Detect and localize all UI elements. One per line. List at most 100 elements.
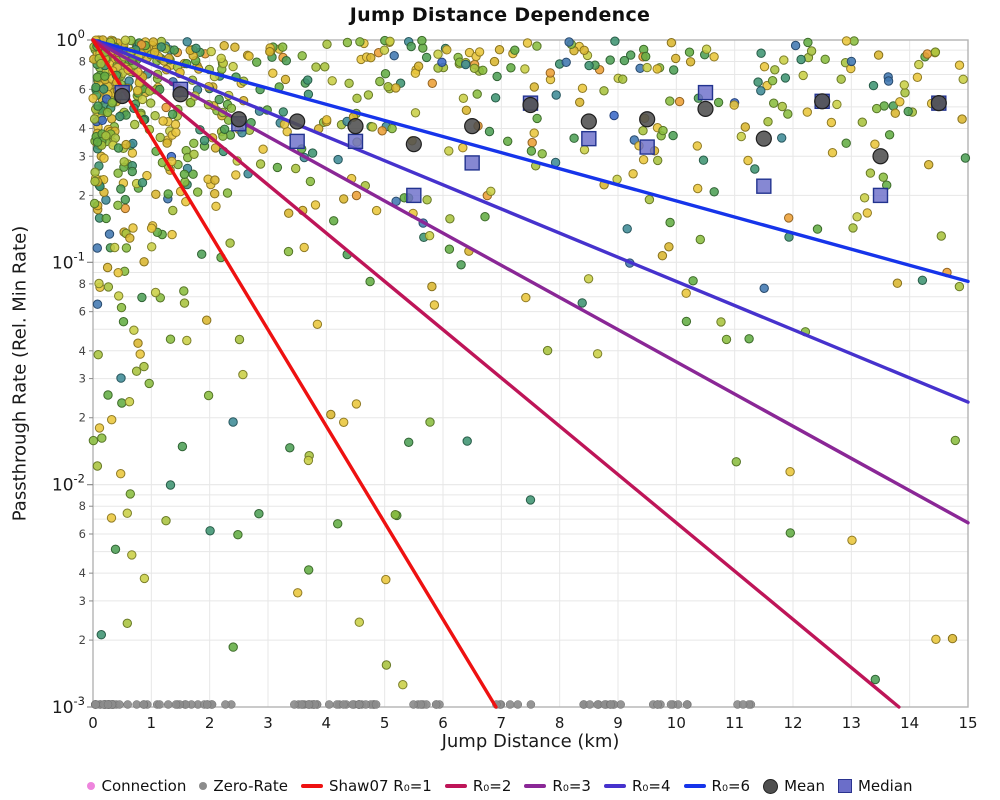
connection-point[interactable] — [950, 435, 960, 446]
connection-point[interactable] — [371, 205, 382, 216]
zero-rate-point[interactable] — [371, 700, 381, 709]
median-marker[interactable] — [464, 155, 480, 171]
connection-point[interactable] — [790, 40, 801, 51]
median-marker[interactable] — [639, 139, 655, 155]
connection-point[interactable] — [146, 223, 157, 233]
connection-point[interactable] — [101, 195, 111, 205]
connection-point[interactable] — [206, 46, 216, 57]
connection-point[interactable] — [579, 145, 590, 155]
connection-point[interactable] — [391, 83, 401, 93]
connection-point[interactable] — [148, 37, 159, 47]
connection-point[interactable] — [529, 128, 539, 138]
connection-point[interactable] — [577, 298, 587, 308]
connection-point[interactable] — [117, 398, 127, 408]
connection-point[interactable] — [736, 131, 746, 142]
connection-point[interactable] — [427, 78, 437, 89]
connection-point[interactable] — [521, 292, 531, 303]
connection-point[interactable] — [652, 64, 662, 74]
zero-rate-point[interactable] — [738, 700, 748, 709]
zero-rate-point[interactable] — [682, 700, 692, 709]
connection-point[interactable] — [444, 146, 454, 156]
connection-point[interactable] — [873, 50, 884, 60]
connection-point[interactable] — [380, 69, 391, 79]
connection-point[interactable] — [827, 148, 838, 158]
connection-point[interactable] — [609, 110, 619, 121]
connection-point[interactable] — [210, 175, 220, 185]
zero-rate-point[interactable] — [115, 700, 124, 709]
connection-point[interactable] — [115, 111, 125, 122]
median-marker[interactable] — [347, 133, 364, 150]
connection-point[interactable] — [122, 508, 133, 518]
connection-point[interactable] — [852, 212, 862, 222]
connection-point[interactable] — [297, 51, 307, 61]
legend-item-median[interactable]: Median — [837, 777, 913, 795]
connection-point[interactable] — [142, 170, 152, 181]
connection-point[interactable] — [564, 37, 574, 47]
connection-point[interactable] — [532, 113, 542, 124]
connection-point[interactable] — [922, 49, 932, 59]
connection-point[interactable] — [461, 59, 471, 70]
connection-point[interactable] — [671, 53, 681, 64]
connection-point[interactable] — [312, 319, 323, 329]
median-marker[interactable] — [872, 187, 889, 204]
connection-point[interactable] — [93, 101, 103, 111]
connection-point[interactable] — [698, 155, 709, 165]
legend-item-r0-6[interactable]: R₀=6 — [683, 777, 750, 795]
connection-point[interactable] — [283, 246, 294, 257]
connection-point[interactable] — [303, 455, 314, 466]
median-marker[interactable] — [406, 187, 422, 204]
connection-point[interactable] — [628, 169, 638, 179]
connection-point[interactable] — [769, 98, 779, 108]
connection-point[interactable] — [116, 302, 127, 313]
connection-point[interactable] — [695, 234, 705, 245]
connection-point[interactable] — [796, 54, 806, 65]
connection-point[interactable] — [381, 660, 392, 670]
connection-point[interactable] — [490, 93, 501, 103]
connection-point[interactable] — [258, 144, 268, 154]
connection-point[interactable] — [151, 189, 161, 200]
connection-point[interactable] — [132, 85, 143, 96]
connection-point[interactable] — [892, 278, 903, 288]
connection-point[interactable] — [417, 35, 427, 46]
connection-point[interactable] — [225, 238, 235, 248]
connection-point[interactable] — [958, 74, 968, 85]
connection-point[interactable] — [750, 164, 760, 174]
connection-point[interactable] — [88, 93, 98, 104]
connection-point[interactable] — [210, 189, 220, 199]
connection-point[interactable] — [280, 74, 291, 85]
connection-point[interactable] — [281, 56, 291, 66]
connection-point[interactable] — [684, 47, 695, 57]
connection-point[interactable] — [179, 298, 190, 308]
connection-point[interactable] — [494, 45, 505, 55]
connection-point[interactable] — [469, 63, 480, 74]
connection-point[interactable] — [425, 417, 435, 427]
connection-point[interactable] — [92, 461, 103, 471]
connection-point[interactable] — [458, 93, 469, 104]
connection-point[interactable] — [936, 231, 946, 241]
model-line-r0-6[interactable] — [91, 38, 970, 284]
connection-point[interactable] — [163, 189, 173, 199]
connection-point[interactable] — [228, 642, 238, 652]
connection-point[interactable] — [740, 122, 750, 132]
connection-point[interactable] — [404, 437, 414, 447]
connection-point[interactable] — [954, 60, 965, 70]
connection-point[interactable] — [219, 124, 230, 135]
mean-marker[interactable] — [697, 100, 714, 117]
connection-point[interactable] — [96, 58, 106, 69]
connection-point[interactable] — [169, 45, 180, 55]
connection-point[interactable] — [322, 115, 332, 125]
connection-point[interactable] — [102, 262, 113, 273]
connection-point[interactable] — [199, 135, 210, 146]
connection-point[interactable] — [351, 399, 362, 409]
connection-point[interactable] — [254, 509, 264, 519]
connection-point[interactable] — [832, 99, 842, 110]
connection-point[interactable] — [383, 82, 393, 92]
zero-rate-point[interactable] — [221, 700, 230, 709]
connection-point[interactable] — [709, 187, 719, 197]
connection-point[interactable] — [255, 159, 266, 169]
connection-point[interactable] — [272, 162, 283, 173]
connection-point[interactable] — [841, 36, 852, 46]
connection-point[interactable] — [551, 90, 561, 100]
connection-point[interactable] — [665, 217, 675, 228]
connection-point[interactable] — [128, 223, 138, 233]
